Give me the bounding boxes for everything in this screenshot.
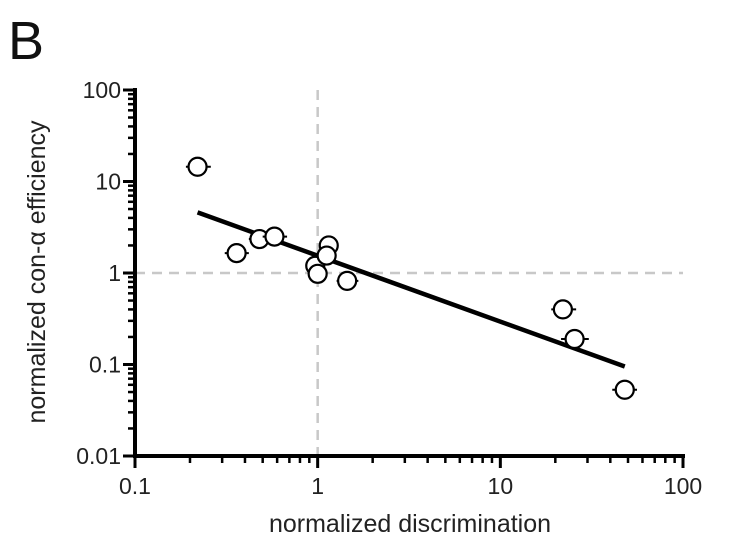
point-marker: [226, 243, 247, 264]
y-tick-label: 1: [108, 260, 121, 286]
tick-labels: 0.1 1 10 100 0.01 0.1 1 10 100: [76, 77, 702, 499]
data-point: [224, 243, 249, 264]
y-tick-label: 100: [83, 77, 121, 103]
point-marker: [337, 270, 358, 291]
y-tick-label: 10: [95, 169, 121, 195]
point-marker: [564, 328, 585, 350]
point-marker: [552, 299, 573, 320]
y-axis-title: normalized con-α efficiency: [23, 120, 51, 424]
x-tick-label: 10: [488, 473, 514, 499]
data-point: [612, 379, 638, 400]
x-axis-title: normalized discrimination: [269, 510, 551, 538]
panel-label: B: [8, 11, 45, 71]
y-tick-label: 0.1: [89, 352, 121, 378]
point-marker: [307, 263, 328, 284]
data-point: [185, 156, 211, 177]
data-point: [316, 245, 337, 266]
x-tick-label: 1: [311, 473, 324, 499]
data-point: [336, 270, 359, 291]
x-tick-label: 100: [664, 473, 702, 499]
reference-lines: [135, 90, 683, 456]
data-points: [185, 156, 638, 400]
point-marker: [187, 156, 208, 177]
x-tick-label: 0.1: [119, 473, 151, 499]
y-tick-label: 0.01: [76, 443, 121, 469]
data-point: [561, 328, 589, 350]
point-marker: [614, 379, 635, 400]
point-marker: [316, 245, 337, 266]
data-point: [307, 263, 328, 284]
data-point: [262, 226, 288, 247]
point-marker: [264, 226, 285, 247]
data-point: [551, 299, 577, 320]
tick-marks: [123, 88, 685, 468]
